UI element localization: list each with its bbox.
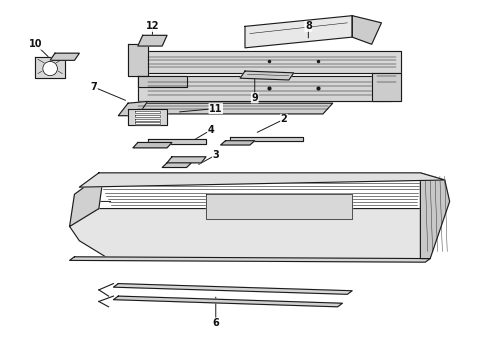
Text: 1: 1: [427, 218, 434, 228]
Polygon shape: [128, 44, 147, 76]
Text: 3: 3: [212, 150, 219, 160]
Text: 9: 9: [251, 93, 258, 103]
Polygon shape: [138, 76, 187, 87]
Text: 11: 11: [209, 104, 222, 113]
Polygon shape: [128, 103, 333, 114]
Text: 12: 12: [146, 21, 159, 31]
Text: 5: 5: [81, 197, 88, 206]
Polygon shape: [79, 173, 445, 187]
Text: 10: 10: [29, 39, 42, 49]
Text: 2: 2: [281, 114, 287, 124]
Text: 6: 6: [212, 318, 219, 328]
Polygon shape: [50, 53, 79, 60]
Polygon shape: [70, 208, 435, 258]
Polygon shape: [372, 73, 401, 102]
Polygon shape: [147, 139, 206, 144]
Polygon shape: [70, 173, 104, 226]
Polygon shape: [114, 284, 352, 294]
Polygon shape: [135, 119, 160, 121]
Polygon shape: [135, 122, 160, 124]
Polygon shape: [220, 141, 255, 145]
Polygon shape: [128, 109, 167, 125]
Ellipse shape: [43, 62, 57, 76]
Text: 8: 8: [305, 21, 312, 31]
Polygon shape: [245, 16, 352, 48]
Polygon shape: [352, 16, 381, 44]
Polygon shape: [167, 157, 206, 163]
Polygon shape: [70, 257, 430, 262]
Polygon shape: [240, 71, 294, 80]
Polygon shape: [135, 111, 160, 113]
Polygon shape: [133, 143, 172, 148]
Polygon shape: [138, 51, 401, 73]
Polygon shape: [162, 163, 192, 167]
Text: 7: 7: [91, 82, 98, 92]
Polygon shape: [138, 76, 391, 102]
Polygon shape: [114, 296, 343, 307]
Polygon shape: [138, 35, 167, 46]
Polygon shape: [118, 102, 147, 116]
Polygon shape: [420, 173, 450, 258]
Polygon shape: [35, 57, 65, 78]
Polygon shape: [230, 137, 303, 141]
Polygon shape: [206, 194, 352, 219]
Text: 4: 4: [208, 125, 214, 135]
Polygon shape: [135, 115, 160, 117]
